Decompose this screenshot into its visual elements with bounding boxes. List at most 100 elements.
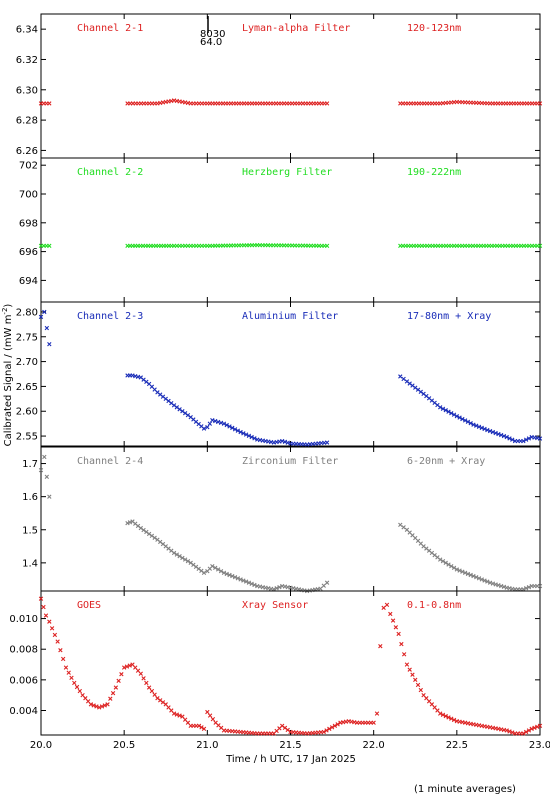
data-point (396, 631, 401, 637)
data-point (451, 717, 457, 723)
data-point (58, 648, 63, 653)
data-point (213, 565, 218, 571)
data-point (99, 704, 105, 709)
data-point (72, 680, 77, 686)
x-tick-label: 21.0 (196, 740, 218, 751)
data-point (468, 572, 473, 578)
data-point (94, 704, 99, 709)
x-tick-label: 22.0 (363, 740, 385, 751)
data-point (321, 583, 326, 588)
data-point (318, 586, 323, 591)
data-point (537, 101, 543, 106)
data-point (171, 403, 177, 408)
data-point (537, 436, 543, 441)
data-point (97, 705, 102, 710)
data-point (443, 408, 448, 413)
data-point (413, 677, 418, 683)
data-point (241, 578, 246, 583)
y-tick-label: 2.65 (16, 382, 38, 393)
data-point (499, 432, 504, 438)
panel-label-1: Channel 2-1 (77, 23, 143, 34)
data-point (438, 711, 443, 716)
panel-4: 1.4 1.5 1.6 1.7 Channel 2-4 Zirconium Filter 6… (22, 446, 543, 594)
y-tick-label: 1.5 (22, 525, 38, 536)
data-point (213, 418, 218, 424)
data-point (44, 474, 50, 479)
data-point (485, 427, 490, 433)
data-point (279, 438, 285, 444)
data-point (152, 692, 157, 697)
data-point (110, 690, 116, 696)
x-axis: 20.0 20.5 21.0 21.5 22.0 22.5 23.0 (30, 740, 550, 751)
data-point (47, 619, 52, 624)
data-point (241, 431, 246, 436)
data-point (457, 415, 462, 420)
data-point (144, 529, 149, 535)
data-point (182, 411, 188, 416)
data-point (41, 604, 46, 610)
data-point (446, 409, 451, 414)
y-tick-label: 2.80 (16, 307, 38, 318)
data-point (493, 430, 498, 436)
data-point (507, 729, 512, 734)
y-tick-label: 698 (19, 218, 38, 229)
data-point (324, 580, 330, 585)
data-point (504, 434, 509, 440)
data-point (378, 643, 383, 649)
data-point (215, 419, 221, 425)
data-point (526, 584, 532, 590)
data-point (88, 702, 94, 707)
data-point (38, 596, 44, 601)
x-tick-label: 21.5 (279, 740, 301, 751)
panel-label-3: 190-222nm (407, 167, 461, 178)
data-point (47, 342, 52, 347)
panel-frame (40, 446, 541, 592)
y-tick-label: 702 (19, 161, 38, 172)
data-point (324, 243, 330, 249)
data-point (177, 407, 182, 412)
data-point (535, 724, 540, 730)
data-point (468, 421, 473, 426)
panel-label-2: Zirconium Filter (242, 456, 338, 467)
y-tick-label: 2.75 (16, 332, 38, 343)
data-point (476, 576, 482, 581)
data-point (74, 684, 80, 690)
data-point (324, 440, 330, 445)
data-point (510, 730, 515, 735)
data-point (152, 535, 157, 540)
data-point (42, 309, 47, 315)
data-point (63, 665, 69, 670)
data-point (482, 426, 487, 432)
data-point (471, 422, 476, 427)
data-point (523, 437, 529, 442)
panel-frame (40, 157, 541, 303)
y-tick-label: 6.34 (16, 25, 38, 36)
data-point (243, 432, 249, 437)
data-point (77, 688, 83, 694)
data-point (446, 715, 451, 720)
data-point (457, 568, 462, 573)
data-point (141, 527, 146, 533)
data-point (49, 626, 55, 631)
data-point (476, 424, 482, 429)
data-point (141, 676, 146, 681)
data-point (121, 665, 127, 670)
panel-frame (40, 13, 541, 159)
data-point (205, 709, 210, 715)
data-point (43, 613, 49, 618)
data-point (66, 670, 71, 675)
data-point (42, 454, 47, 460)
data-point (449, 716, 454, 721)
data-point (449, 563, 454, 569)
data-point (532, 725, 537, 731)
data-point (499, 583, 504, 589)
panel-label-1: Channel 2-2 (77, 167, 143, 178)
data-point (471, 573, 476, 579)
data-point (504, 728, 509, 733)
data-point (177, 554, 182, 559)
data-point (210, 563, 215, 569)
data-point (38, 314, 44, 320)
data-point (510, 437, 515, 442)
x-tick-label: 23.0 (529, 740, 550, 751)
data-point (381, 605, 386, 611)
